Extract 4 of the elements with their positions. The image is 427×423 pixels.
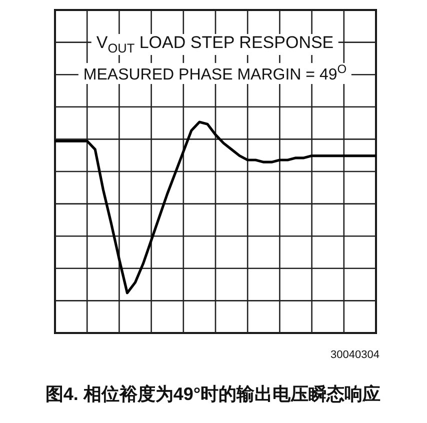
text: 30040304 — [326, 349, 384, 362]
chart-subtitle: MEASURED PHASE MARGIN = 49$^{O}$ — [78, 62, 352, 84]
caption: 图4. 相位裕度为49°时的输出电压瞬态响应 — [40, 384, 386, 405]
chart-title: V$_{OUT}$ LOAD STEP RESPONSE — [91, 33, 339, 56]
